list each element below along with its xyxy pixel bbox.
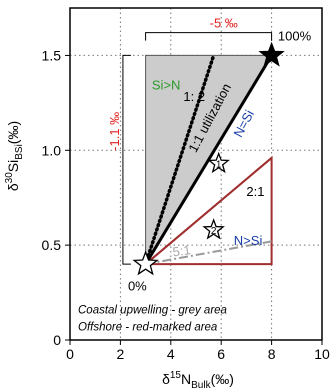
y-tick-label: 0.5	[42, 237, 62, 253]
axis-title-part: (‰)	[5, 121, 21, 144]
x-tick-label: 8	[268, 346, 276, 362]
star-label: 1	[216, 160, 222, 171]
x-tick-label: 10	[314, 346, 330, 362]
axis-title-part: (‰)	[211, 371, 234, 387]
y-tick-label: 1.0	[42, 142, 62, 158]
ratio-label-5-1: 5:1	[172, 242, 192, 259]
axis-title-part: Si	[5, 160, 21, 172]
y-tick-label: 0	[53, 332, 61, 348]
x-tick-label: 2	[117, 346, 125, 362]
y-tick-label: 1.5	[42, 47, 62, 63]
series-line	[143, 53, 216, 266]
vertical-bracket	[122, 54, 131, 265]
y-axis-title: δ30SiBSi(‰)	[4, 121, 25, 191]
axis-title-part: BSi	[14, 144, 25, 160]
series-line	[144, 54, 273, 265]
series-line	[144, 157, 273, 265]
si-gt-n-label: Si>N	[152, 78, 181, 93]
ratio-label-2-1: 2:1	[246, 184, 264, 199]
x-tick-label: 0	[66, 346, 74, 362]
x-tick-label: 4	[167, 346, 175, 362]
star-marker	[132, 250, 159, 276]
axis-title-part: Bulk	[191, 380, 211, 391]
note-coastal: Coastal upwelling - grey area	[78, 304, 227, 316]
axis-title-part: δ	[5, 183, 21, 191]
star-marker	[258, 41, 285, 67]
delta-n-annotation: -5 ‰	[210, 16, 238, 31]
x-axis-title: δ15NBulk(‰)	[162, 370, 234, 391]
ratio-label-1-2: 1: 2	[183, 89, 205, 104]
delta-si-annotation: -1.1 ‰	[107, 112, 122, 151]
axis-title-part: δ	[162, 371, 170, 387]
note-offshore: Offshore - red-marked area	[78, 322, 217, 334]
x-tick-label: 6	[217, 346, 225, 362]
star-marker	[202, 218, 225, 240]
marker-label-0: 0%	[128, 279, 147, 294]
star-label: 2	[211, 226, 217, 237]
n-gt-si-label: N>Si	[234, 233, 263, 248]
marker-label-100: 100%	[278, 28, 312, 43]
axis-title-part: 30	[4, 172, 15, 184]
axis-title-part: 15	[170, 370, 182, 381]
horizontal-bracket	[145, 32, 273, 41]
coastal-area-outline	[145, 54, 272, 265]
plot-frame	[69, 7, 323, 341]
series-line	[145, 240, 272, 266]
star-marker	[207, 151, 230, 174]
axis-title-part: N	[181, 371, 191, 387]
